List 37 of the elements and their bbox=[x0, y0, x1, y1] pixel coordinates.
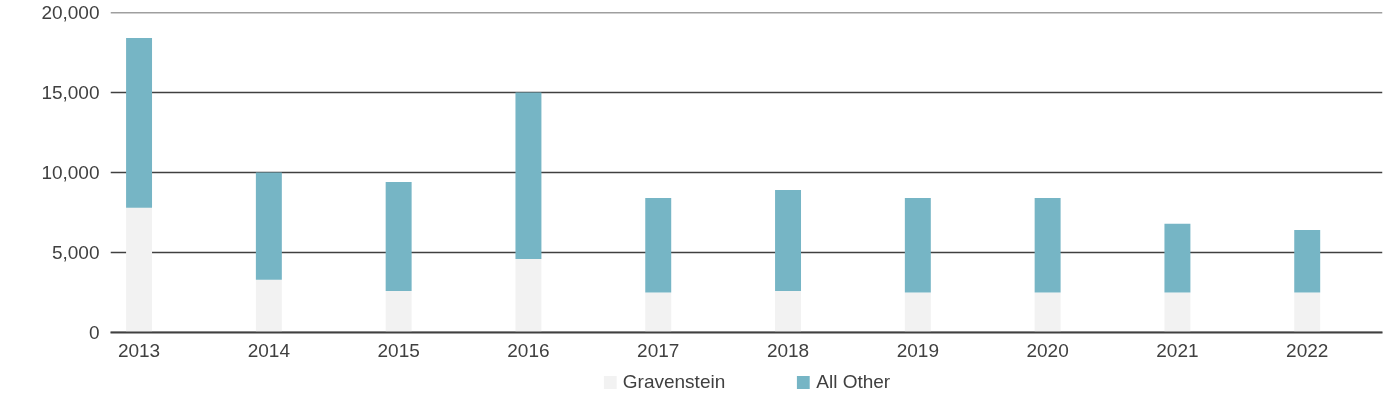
bar bbox=[1294, 230, 1321, 293]
bar bbox=[775, 190, 802, 291]
bar bbox=[645, 292, 672, 333]
y-tick-label: 5,000 bbox=[51, 242, 100, 263]
bar bbox=[515, 258, 542, 333]
bar bbox=[1034, 198, 1061, 293]
bar bbox=[255, 279, 282, 333]
x-tick-label: 2022 bbox=[1286, 339, 1329, 361]
y-tick-label: 0 bbox=[88, 322, 100, 343]
x-tick-label: 2015 bbox=[377, 339, 420, 361]
bar bbox=[645, 198, 672, 293]
y-tick-label: 20,000 bbox=[41, 2, 100, 23]
x-tick-label: 2017 bbox=[637, 339, 680, 361]
y-tick-label: 10,000 bbox=[41, 162, 100, 183]
bar bbox=[126, 207, 153, 333]
bar bbox=[904, 292, 931, 333]
bar bbox=[385, 182, 412, 291]
legend-label: Gravenstein bbox=[622, 371, 726, 393]
bar bbox=[1164, 223, 1191, 293]
bar bbox=[904, 198, 931, 293]
bar bbox=[385, 290, 412, 333]
bar bbox=[255, 172, 282, 280]
x-tick-label: 2020 bbox=[1026, 339, 1069, 361]
x-tick-label: 2013 bbox=[117, 339, 161, 361]
bar bbox=[515, 92, 542, 259]
legend-label: All Other bbox=[816, 371, 891, 393]
y-tick-label: 15,000 bbox=[41, 82, 100, 103]
x-tick-label: 2018 bbox=[766, 339, 810, 361]
bar bbox=[775, 290, 802, 333]
x-tick-label: 2016 bbox=[507, 339, 550, 361]
x-tick-label: 2019 bbox=[896, 339, 939, 361]
bar bbox=[1294, 292, 1321, 333]
bar bbox=[126, 38, 153, 208]
bar bbox=[1164, 292, 1191, 333]
x-tick-label: 2021 bbox=[1156, 339, 1199, 361]
x-tick-label: 2014 bbox=[247, 339, 291, 361]
bar bbox=[1034, 292, 1061, 333]
